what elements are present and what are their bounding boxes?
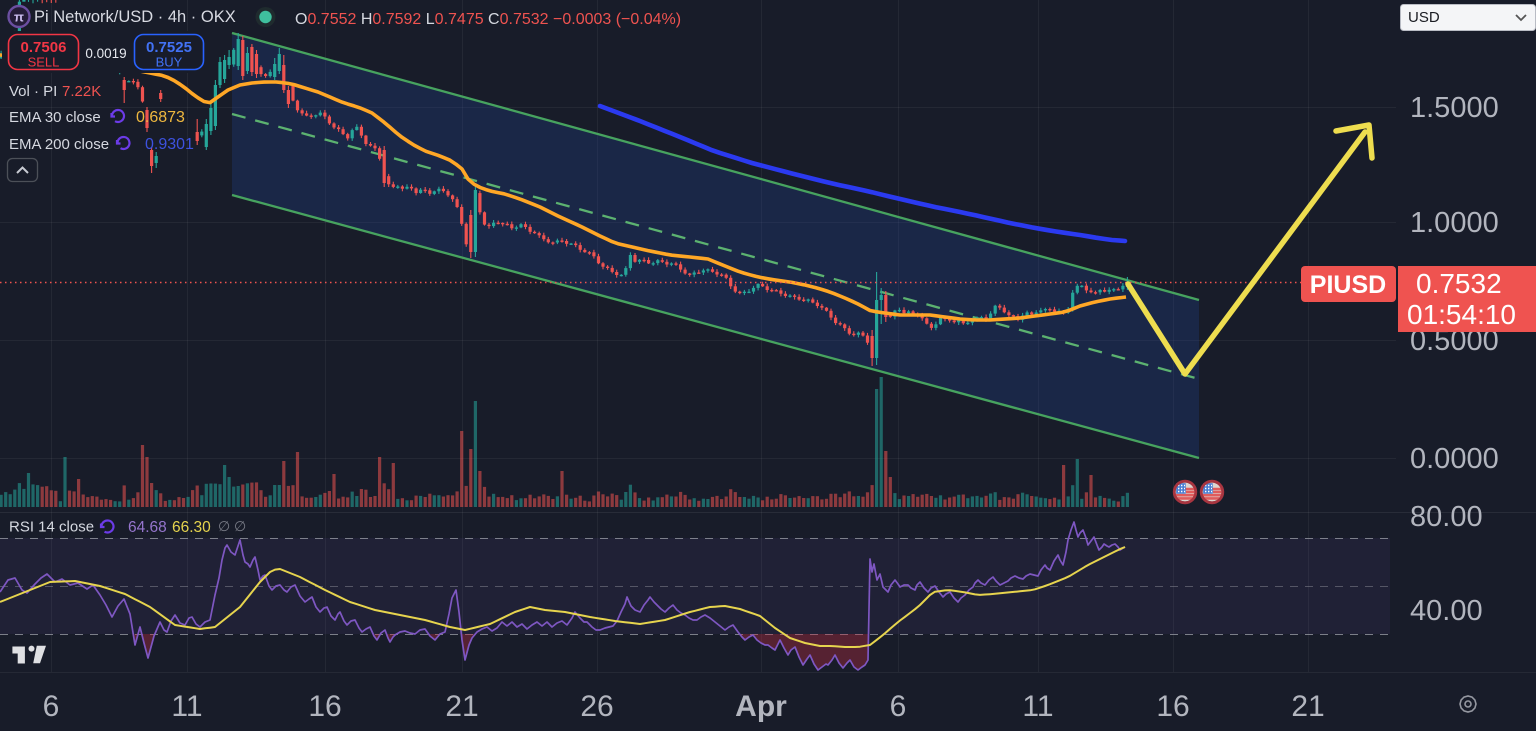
svg-text:∅: ∅ bbox=[218, 518, 230, 534]
svg-text:BUY: BUY bbox=[156, 55, 183, 70]
svg-text:0.9301: 0.9301 bbox=[145, 136, 194, 153]
svg-text:π: π bbox=[14, 10, 24, 25]
svg-text:16: 16 bbox=[308, 690, 341, 723]
svg-text:Vol · PI: Vol · PI bbox=[9, 83, 57, 100]
svg-text:Pi Network/USD · 4h · OKX: Pi Network/USD · 4h · OKX bbox=[34, 8, 236, 26]
svg-text:11: 11 bbox=[1022, 690, 1053, 723]
svg-text:6: 6 bbox=[43, 690, 60, 723]
svg-text:0.7506: 0.7506 bbox=[21, 39, 67, 56]
svg-text:16: 16 bbox=[1156, 690, 1189, 723]
svg-text:80.00: 80.00 bbox=[1410, 501, 1483, 533]
svg-text:Apr: Apr bbox=[735, 690, 787, 723]
svg-text:SELL: SELL bbox=[28, 55, 60, 70]
svg-text:EMA 30 close: EMA 30 close bbox=[9, 109, 101, 126]
svg-text:0.7525: 0.7525 bbox=[146, 39, 192, 56]
svg-text:01:54:10: 01:54:10 bbox=[1407, 299, 1516, 330]
svg-text:0.7532: 0.7532 bbox=[1416, 268, 1502, 299]
svg-text:USD: USD bbox=[1408, 9, 1440, 26]
svg-text:O0.7552 H0.7592 L0.7475 C0.753: O0.7552 H0.7592 L0.7475 C0.7532 −0.0003 … bbox=[295, 11, 681, 28]
svg-text:66.30: 66.30 bbox=[172, 519, 211, 536]
svg-text:0.0000: 0.0000 bbox=[1410, 443, 1499, 475]
svg-text:PIUSD: PIUSD bbox=[1310, 271, 1386, 299]
svg-text:26: 26 bbox=[580, 690, 613, 723]
svg-text:RSI 14 close: RSI 14 close bbox=[9, 519, 94, 536]
svg-text:0.6873: 0.6873 bbox=[136, 109, 185, 126]
svg-text:6: 6 bbox=[890, 690, 907, 723]
svg-text:40.00: 40.00 bbox=[1410, 595, 1483, 627]
svg-text:1.0000: 1.0000 bbox=[1410, 207, 1499, 239]
svg-text:21: 21 bbox=[1291, 690, 1324, 723]
svg-text:11: 11 bbox=[171, 690, 202, 723]
svg-text:EMA 200 close: EMA 200 close bbox=[9, 136, 109, 153]
svg-text:∅: ∅ bbox=[234, 518, 246, 534]
svg-text:21: 21 bbox=[445, 690, 478, 723]
svg-text:7.22K: 7.22K bbox=[62, 83, 101, 100]
svg-text:0.0019: 0.0019 bbox=[85, 46, 126, 61]
svg-text:64.68: 64.68 bbox=[128, 519, 167, 536]
svg-text:1.5000: 1.5000 bbox=[1410, 92, 1499, 124]
